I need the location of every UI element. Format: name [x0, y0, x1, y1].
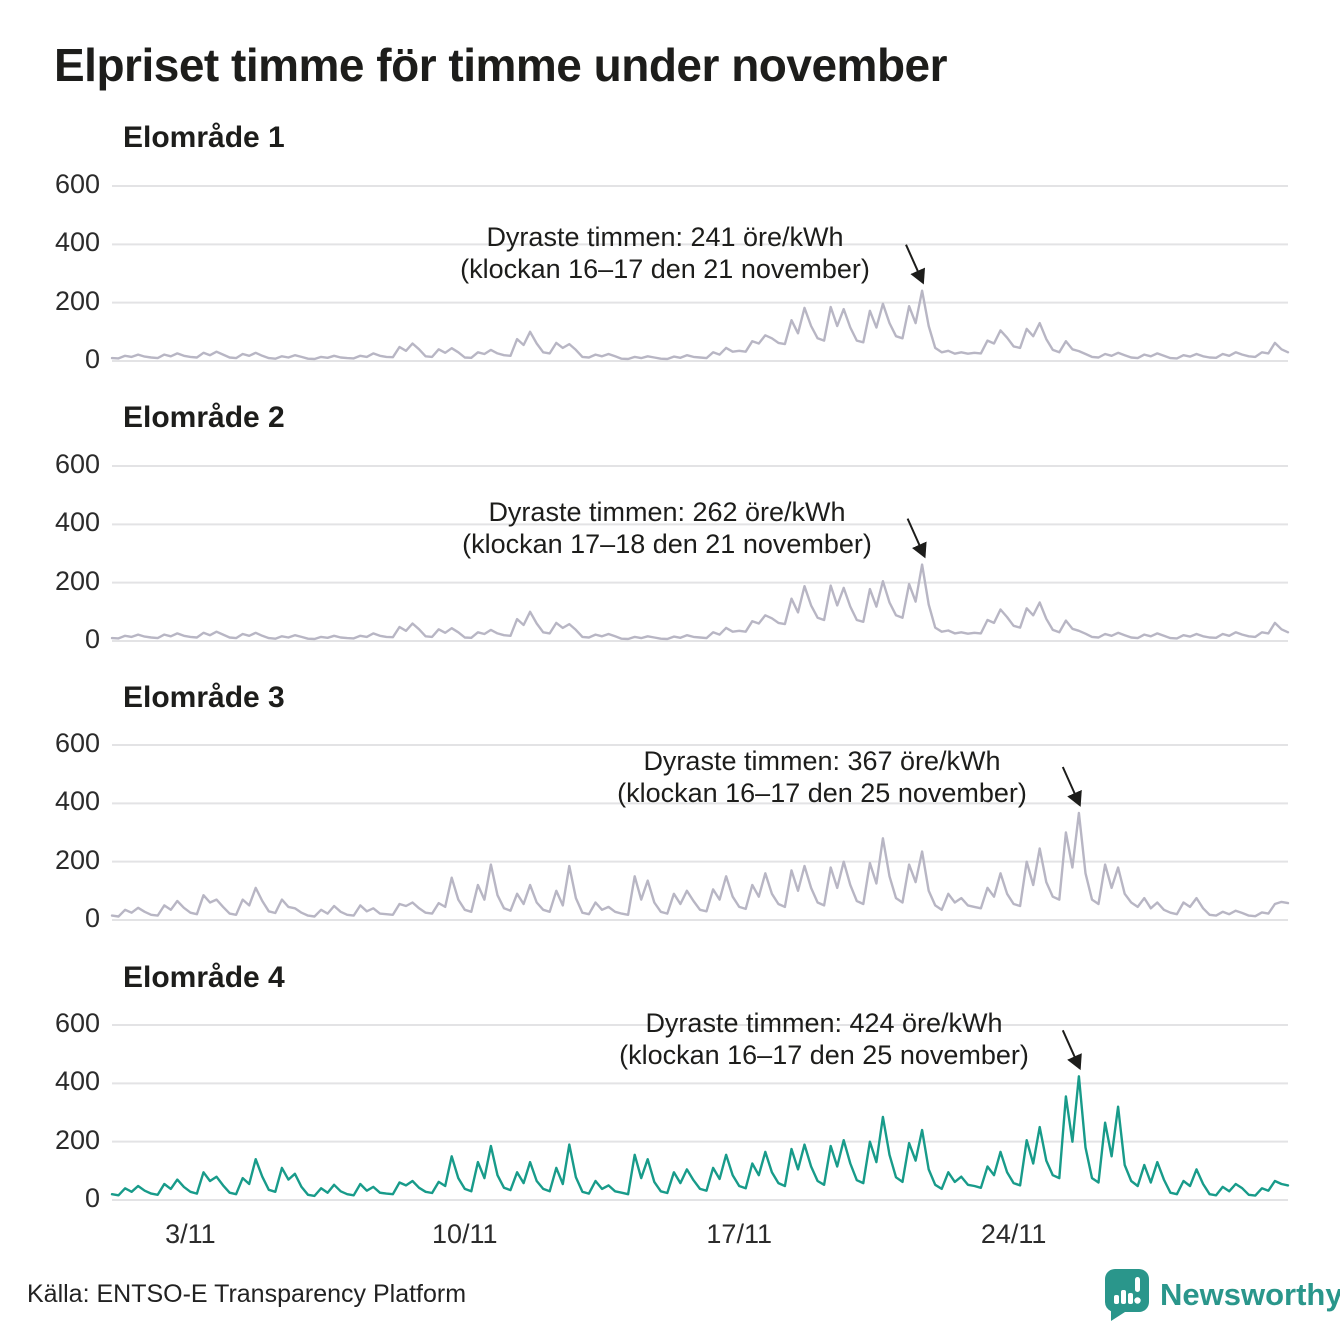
y-axis-tick-label: 200	[54, 285, 100, 316]
price-line-2	[110, 563, 1290, 641]
subplot-title-elomrade-2: Elområde 2	[123, 401, 285, 434]
annotation-arrow-4	[1061, 1029, 1082, 1071]
annotation-line1: Dyraste timmen: 424 öre/kWh	[645, 1008, 1003, 1038]
y-axis-tick-label: 600	[54, 169, 100, 199]
annotation-line2: (klockan 16–17 den 25 november)	[617, 778, 1027, 808]
newsworthy-logo-icon	[1105, 1269, 1149, 1321]
y-axis-tick-label: 0	[84, 903, 100, 933]
y-axis-tick-label: 600	[54, 1008, 100, 1038]
annotation-arrow-2	[906, 518, 927, 559]
y-axis-tick-label: 0	[84, 1183, 100, 1213]
y-axis-tick-label: 200	[54, 844, 100, 875]
annotation-line2: (klockan 16–17 den 21 november)	[460, 254, 870, 284]
annotation-line1: Dyraste timmen: 367 öre/kWh	[643, 746, 1001, 776]
subplot-title-elomrade-1: Elområde 1	[123, 121, 285, 154]
y-axis-tick-label: 400	[54, 507, 100, 538]
y-axis-tick-label: 0	[84, 624, 100, 654]
x-axis-tick-label: 17/11	[706, 1219, 772, 1249]
x-axis-tick-label: 3/11	[165, 1219, 216, 1249]
annotation-elomrade-1: Dyraste timmen: 241 öre/kWh (klockan 16–…	[428, 221, 902, 285]
price-line-4	[110, 1075, 1290, 1198]
brand-name: Newsworthy	[1160, 1277, 1340, 1312]
y-axis-tick-label: 400	[54, 1066, 100, 1097]
y-axis-tick-label: 600	[54, 728, 100, 758]
annotation-elomrade-4: Dyraste timmen: 424 öre/kWh (klockan 16–…	[587, 1007, 1061, 1071]
annotation-line2: (klockan 17–18 den 21 november)	[462, 529, 872, 559]
y-axis-tick-label: 400	[54, 227, 100, 258]
subplot-title-elomrade-3: Elområde 3	[123, 681, 285, 714]
page-title: Elpriset timme för timme under november	[54, 39, 948, 91]
x-axis-tick-label: 10/11	[432, 1219, 498, 1249]
price-line-1	[110, 289, 1290, 361]
y-axis-tick-label: 400	[54, 786, 100, 817]
annotation-line2: (klockan 16–17 den 25 november)	[619, 1040, 1029, 1070]
annotation-elomrade-3: Dyraste timmen: 367 öre/kWh (klockan 16–…	[585, 745, 1059, 809]
annotation-arrow-1	[905, 244, 925, 285]
x-axis-tick-label: 24/11	[980, 1219, 1047, 1249]
y-axis-tick-label: 200	[54, 565, 100, 596]
brand-footer: Newsworthy	[1104, 1268, 1340, 1322]
annotation-elomrade-2: Dyraste timmen: 262 öre/kWh (klockan 17–…	[430, 496, 904, 560]
price-line-3	[110, 811, 1290, 918]
annotation-arrow-3	[1061, 766, 1082, 807]
y-axis-tick-label: 0	[84, 344, 100, 374]
y-axis-tick-label: 200	[54, 1124, 100, 1155]
annotation-line1: Dyraste timmen: 262 öre/kWh	[488, 497, 846, 527]
y-axis-tick-label: 600	[54, 449, 100, 479]
annotation-line1: Dyraste timmen: 241 öre/kWh	[486, 222, 844, 252]
source-credit: Källa: ENTSO-E Transparency Platform	[27, 1280, 467, 1308]
subplot-title-elomrade-4: Elområde 4	[123, 961, 285, 994]
